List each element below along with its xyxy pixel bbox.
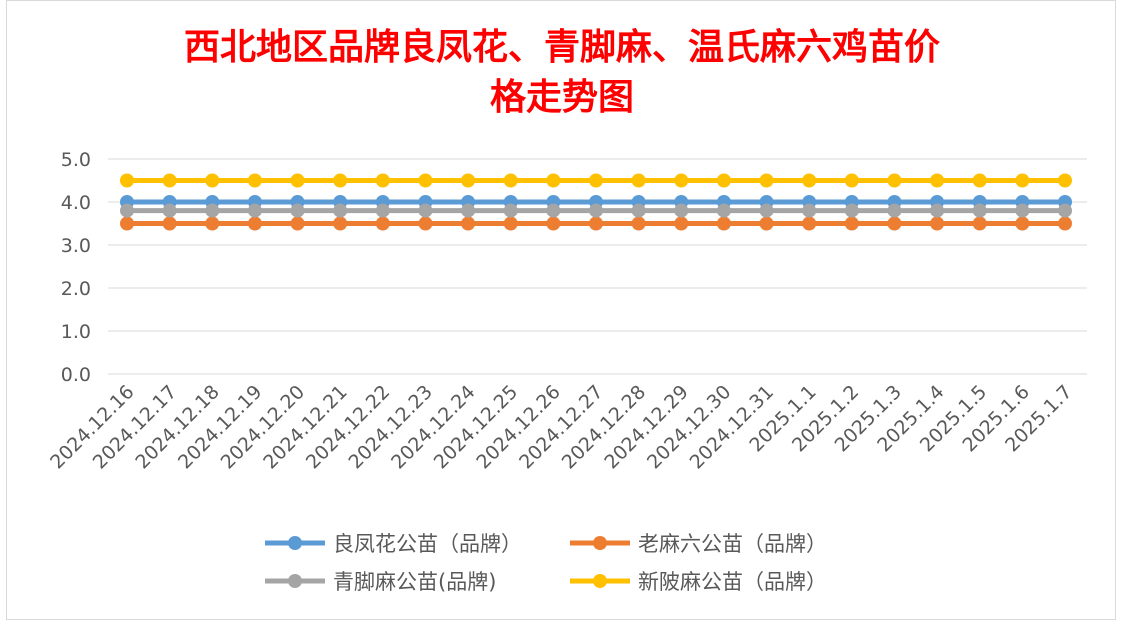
legend-label: 新陂麻公苗（品牌） bbox=[638, 570, 827, 594]
data-point bbox=[546, 173, 561, 188]
data-point bbox=[375, 173, 390, 188]
legend-item: 新陂麻公苗（品牌） bbox=[570, 570, 827, 594]
chart-frame: 西北地区品牌良凤花、青脚麻、温氏麻六鸡苗价 格走势图 0.0 1.0 2.0 3.0 4… bbox=[6, 0, 1116, 620]
data-point bbox=[290, 203, 305, 218]
data-point bbox=[1015, 216, 1030, 231]
legend-marker bbox=[593, 574, 607, 588]
data-point bbox=[1058, 173, 1072, 188]
data-point bbox=[503, 173, 518, 188]
data-point bbox=[716, 203, 731, 218]
data-point bbox=[759, 173, 774, 188]
data-point bbox=[247, 203, 262, 218]
series-4 bbox=[120, 173, 1072, 188]
data-point bbox=[162, 216, 177, 231]
data-point bbox=[418, 216, 433, 231]
legend-marker bbox=[288, 536, 302, 550]
legend-label: 老麻六公苗（品牌） bbox=[638, 532, 827, 556]
data-point bbox=[716, 216, 731, 231]
data-point bbox=[290, 173, 305, 188]
data-point bbox=[674, 203, 689, 218]
data-point bbox=[589, 173, 603, 188]
chart-title-line-1: 西北地区品牌良凤花、青脚麻、温氏麻六鸡苗价 bbox=[184, 26, 940, 68]
y-tick-label: 5.0 bbox=[61, 149, 91, 171]
data-point bbox=[844, 203, 859, 218]
data-point bbox=[972, 216, 987, 231]
data-point bbox=[972, 203, 987, 218]
data-point bbox=[930, 173, 945, 188]
y-tick-label: 1.0 bbox=[61, 321, 91, 343]
data-point bbox=[1015, 203, 1030, 218]
gridlines bbox=[108, 158, 1087, 375]
data-point bbox=[844, 173, 859, 188]
data-point bbox=[546, 203, 561, 218]
data-point bbox=[631, 216, 646, 231]
series-3 bbox=[120, 203, 1072, 218]
data-point bbox=[461, 216, 476, 231]
y-axis-ticks: 0.0 1.0 2.0 3.0 4.0 5.0 bbox=[61, 149, 91, 386]
data-point bbox=[887, 173, 902, 188]
data-point bbox=[546, 216, 561, 231]
data-point bbox=[162, 173, 177, 188]
data-point bbox=[418, 203, 433, 218]
legend-item: 老麻六公苗（品牌） bbox=[570, 532, 827, 556]
data-point bbox=[716, 173, 731, 188]
data-point bbox=[930, 216, 945, 231]
y-tick-label: 0.0 bbox=[61, 364, 91, 386]
legend: 良凤花公苗（品牌） 老麻六公苗（品牌） 青脚麻公苗(品牌) 新陂麻公苗（品牌） bbox=[265, 532, 827, 594]
data-point bbox=[802, 216, 817, 231]
data-point bbox=[461, 203, 476, 218]
y-tick-label: 3.0 bbox=[61, 235, 91, 257]
data-point bbox=[972, 173, 987, 188]
line-chart: 西北地区品牌良凤花、青脚麻、温氏麻六鸡苗价 格走势图 0.0 1.0 2.0 3.0 4… bbox=[46, 26, 1087, 594]
data-point bbox=[205, 173, 220, 188]
data-point bbox=[375, 203, 390, 218]
data-point bbox=[930, 203, 945, 218]
data-point bbox=[589, 216, 603, 231]
x-axis-ticks: 2024.12.162024.12.172024.12.182024.12.19… bbox=[46, 381, 1076, 473]
data-point bbox=[759, 203, 774, 218]
data-point bbox=[802, 173, 817, 188]
legend-label: 青脚麻公苗(品牌) bbox=[333, 570, 496, 594]
data-point bbox=[333, 203, 348, 218]
series-group bbox=[120, 173, 1072, 231]
data-point bbox=[290, 216, 305, 231]
data-point bbox=[503, 203, 518, 218]
data-point bbox=[674, 173, 689, 188]
data-point bbox=[333, 216, 348, 231]
data-point bbox=[1058, 216, 1072, 231]
series-2 bbox=[120, 216, 1072, 231]
data-point bbox=[844, 216, 859, 231]
legend-marker bbox=[288, 574, 302, 588]
data-point bbox=[887, 216, 902, 231]
y-tick-label: 2.0 bbox=[61, 278, 91, 300]
data-point bbox=[759, 216, 774, 231]
legend-label: 良凤花公苗（品牌） bbox=[333, 532, 522, 556]
data-point bbox=[802, 203, 817, 218]
data-point bbox=[461, 173, 476, 188]
data-point bbox=[1015, 173, 1030, 188]
chart-title-line-2: 格走势图 bbox=[490, 76, 634, 118]
data-point bbox=[1058, 203, 1072, 218]
data-point bbox=[631, 203, 646, 218]
legend-item: 良凤花公苗（品牌） bbox=[265, 532, 522, 556]
data-point bbox=[631, 173, 646, 188]
data-point bbox=[162, 203, 177, 218]
data-point bbox=[205, 216, 220, 231]
data-point bbox=[120, 173, 134, 188]
data-point bbox=[120, 203, 134, 218]
data-point bbox=[887, 203, 902, 218]
legend-marker bbox=[593, 536, 607, 550]
y-tick-label: 4.0 bbox=[61, 192, 91, 214]
data-point bbox=[120, 216, 134, 231]
data-point bbox=[205, 203, 220, 218]
data-point bbox=[375, 216, 390, 231]
data-point bbox=[674, 216, 689, 231]
data-point bbox=[589, 203, 603, 218]
data-point bbox=[333, 173, 348, 188]
data-point bbox=[503, 216, 518, 231]
legend-item: 青脚麻公苗(品牌) bbox=[265, 570, 496, 594]
data-point bbox=[247, 216, 262, 231]
data-point bbox=[247, 173, 262, 188]
data-point bbox=[418, 173, 433, 188]
